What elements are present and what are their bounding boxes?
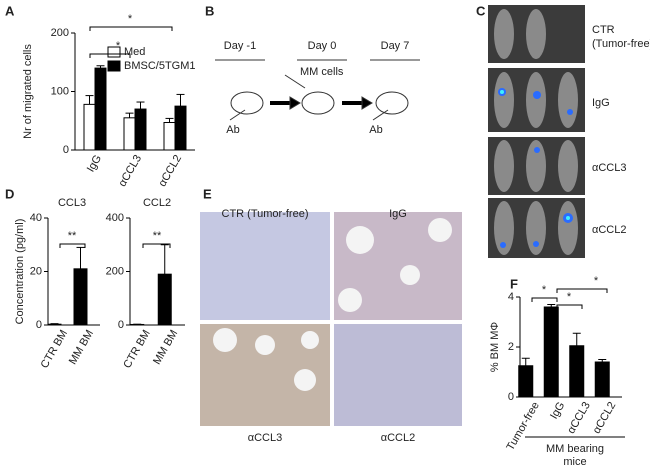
injection-label: MM cells bbox=[300, 66, 344, 78]
x-tick-label: Tumor-free bbox=[504, 400, 541, 453]
row-label: αCCL2 bbox=[592, 224, 626, 236]
bar bbox=[157, 273, 172, 326]
y-tick-label: 200 bbox=[106, 265, 124, 277]
bar bbox=[73, 268, 88, 326]
bar bbox=[94, 67, 107, 151]
imaging-panel bbox=[488, 5, 585, 258]
x-tick-label: CTR BM bbox=[39, 328, 70, 371]
y-tick-label: 200 bbox=[51, 27, 69, 39]
significance-bracket bbox=[142, 243, 171, 248]
y-tick-label: 400 bbox=[106, 212, 124, 224]
bar bbox=[134, 108, 147, 151]
day-label: Day 0 bbox=[308, 40, 337, 52]
y-axis-title: Nr of migrated cells bbox=[22, 44, 34, 139]
significance-star: * bbox=[567, 291, 572, 303]
row-label: IgG bbox=[592, 97, 610, 109]
bar bbox=[123, 117, 136, 151]
significance-star: * bbox=[116, 40, 121, 52]
y-tick-label: 0 bbox=[63, 144, 69, 156]
significance-star: ** bbox=[68, 230, 77, 242]
significance-bracket bbox=[59, 243, 86, 248]
legend-swatch bbox=[107, 46, 121, 58]
x-tick-label: αCCL2 bbox=[591, 400, 619, 436]
chart-title: CCL2 bbox=[143, 197, 171, 209]
significance-bracket bbox=[556, 288, 608, 293]
y-axis-title: % BM MΦ bbox=[489, 322, 501, 373]
y-tick-label: 0 bbox=[508, 391, 514, 403]
panel-label: A bbox=[5, 3, 15, 18]
image-label: CTR (Tumor-free) bbox=[222, 208, 309, 220]
panel-label: E bbox=[203, 186, 212, 201]
y-tick-label: 4 bbox=[508, 291, 514, 303]
panel-label: C bbox=[476, 3, 486, 18]
day-label: Day 7 bbox=[381, 40, 410, 52]
x-tick-label: MM BM bbox=[67, 328, 96, 367]
image-label: αCCL2 bbox=[381, 432, 415, 444]
y-tick-label: 2 bbox=[508, 341, 514, 353]
y-axis-title: Concentration (pg/ml) bbox=[14, 219, 26, 325]
row-label: αCCL3 bbox=[592, 162, 626, 174]
bar bbox=[47, 323, 62, 326]
row-label: (Tumor-free) bbox=[592, 38, 650, 50]
day-label: Day -1 bbox=[224, 40, 256, 52]
significance-star: * bbox=[128, 13, 133, 25]
y-tick-label: 100 bbox=[51, 85, 69, 97]
significance-bracket bbox=[89, 53, 131, 58]
treatment-label: Ab bbox=[226, 124, 239, 136]
y-tick-label: 0 bbox=[118, 319, 124, 331]
y-tick-label: 20 bbox=[30, 265, 42, 277]
image-label: αCCL3 bbox=[248, 432, 282, 444]
bar bbox=[174, 105, 187, 151]
x-tick-label: IgG bbox=[85, 153, 104, 174]
row-label: CTR bbox=[592, 24, 615, 36]
significance-star: * bbox=[542, 284, 547, 296]
group-label: MM bearing bbox=[546, 443, 604, 455]
x-tick-label: MM BM bbox=[151, 328, 180, 367]
x-tick-label: IgG bbox=[548, 400, 567, 421]
significance-bracket bbox=[531, 297, 558, 302]
bar bbox=[594, 361, 610, 398]
significance-bracket bbox=[556, 304, 583, 309]
x-tick-label: αCCL2 bbox=[156, 153, 184, 189]
panel-label: B bbox=[205, 3, 214, 18]
x-tick-label: αCCL3 bbox=[116, 153, 144, 189]
bar bbox=[569, 345, 585, 398]
bar bbox=[83, 103, 96, 151]
group-label: mice bbox=[563, 456, 586, 468]
bar bbox=[130, 323, 145, 326]
significance-bracket bbox=[89, 26, 173, 31]
bar bbox=[543, 306, 559, 398]
x-tick-label: CTR BM bbox=[121, 328, 152, 371]
image-label: IgG bbox=[389, 208, 407, 220]
significance-star: ** bbox=[153, 230, 162, 242]
panel-label: F bbox=[510, 276, 518, 291]
y-tick-label: 40 bbox=[30, 212, 42, 224]
histology-panel bbox=[200, 212, 462, 426]
panel-label: D bbox=[5, 186, 14, 201]
bar bbox=[518, 365, 534, 398]
legend-label: BMSC/5TGM1 bbox=[124, 60, 196, 72]
treatment-label: Ab bbox=[369, 124, 382, 136]
legend-label: Med bbox=[124, 46, 145, 58]
chart-title: CCL3 bbox=[58, 197, 86, 209]
y-tick-label: 0 bbox=[36, 319, 42, 331]
significance-star: * bbox=[594, 275, 599, 287]
x-tick-label: αCCL3 bbox=[565, 400, 593, 436]
bar bbox=[163, 122, 176, 151]
schematic bbox=[215, 59, 420, 121]
legend-swatch bbox=[107, 60, 121, 72]
